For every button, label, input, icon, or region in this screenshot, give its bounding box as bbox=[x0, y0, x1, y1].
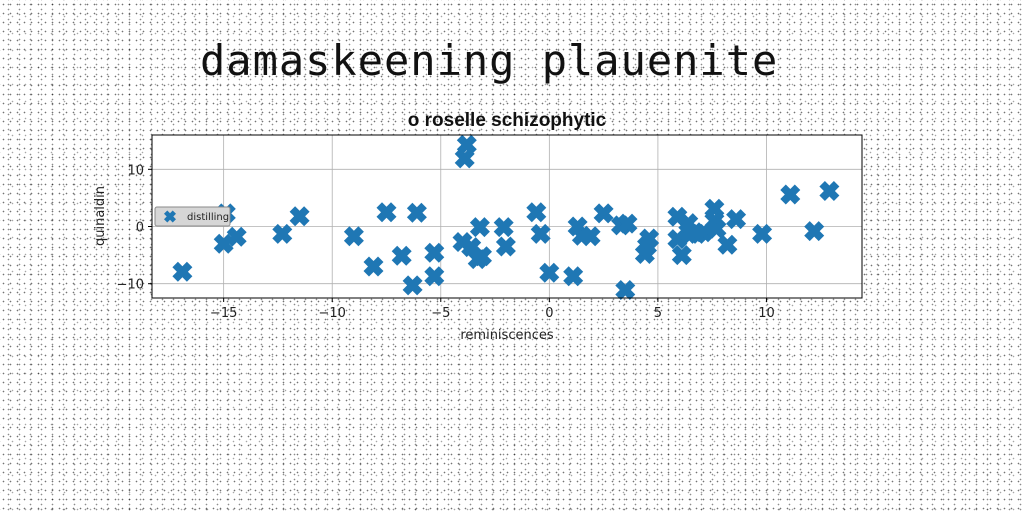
data-point bbox=[819, 181, 840, 201]
data-point bbox=[717, 234, 738, 255]
data-point bbox=[213, 233, 234, 254]
y-tick-label: −10 bbox=[117, 278, 144, 293]
data-point bbox=[617, 213, 638, 234]
x-tick-label: −15 bbox=[210, 306, 237, 321]
plot-frame bbox=[151, 134, 863, 299]
chart-title: o roselle schizophytic bbox=[408, 110, 607, 131]
grid bbox=[152, 135, 862, 298]
data-point bbox=[456, 134, 477, 155]
legend-label: distilling bbox=[187, 212, 229, 223]
data-point bbox=[726, 209, 747, 230]
data-point bbox=[391, 245, 412, 266]
data-point bbox=[580, 226, 601, 247]
data-point bbox=[272, 223, 293, 244]
data-point bbox=[639, 228, 660, 249]
data-point bbox=[424, 242, 445, 263]
data-point bbox=[615, 280, 636, 300]
data-point bbox=[539, 262, 560, 283]
data-point bbox=[472, 246, 492, 267]
data-point bbox=[563, 266, 584, 287]
data-point bbox=[526, 202, 547, 223]
data-point bbox=[376, 202, 397, 223]
x-tick-label: 0 bbox=[545, 306, 553, 321]
data-point bbox=[671, 245, 692, 266]
data-point bbox=[780, 184, 801, 205]
data-point bbox=[704, 198, 725, 219]
data-point bbox=[804, 221, 825, 242]
x-axis-label: reminiscences bbox=[460, 328, 553, 343]
data-point bbox=[530, 223, 551, 244]
x-tick-label: 10 bbox=[758, 306, 775, 321]
data-point bbox=[454, 148, 475, 169]
x-tick-label: −10 bbox=[318, 306, 345, 321]
data-point bbox=[706, 218, 727, 239]
data-point bbox=[289, 206, 310, 227]
data-point bbox=[172, 261, 193, 282]
data-point bbox=[593, 203, 614, 224]
data-point bbox=[493, 217, 514, 238]
legend-marker-icon bbox=[164, 210, 176, 223]
x-axis-ticks: −15 −10 −5 0 5 10 bbox=[210, 298, 775, 321]
data-point bbox=[226, 226, 247, 247]
data-point bbox=[363, 256, 384, 277]
data-point bbox=[343, 226, 364, 247]
data-point bbox=[752, 223, 773, 244]
y-tick-label: 0 bbox=[136, 221, 144, 236]
x-tick-label: −5 bbox=[431, 306, 450, 321]
y-axis-ticks: −10 0 10 bbox=[117, 163, 152, 293]
legend: distilling bbox=[154, 206, 231, 227]
y-axis-label: quinaldin bbox=[93, 186, 108, 246]
y-tick-label: 10 bbox=[127, 163, 144, 178]
data-point bbox=[667, 229, 688, 250]
data-point bbox=[424, 266, 445, 287]
data-point bbox=[402, 275, 423, 296]
data-point bbox=[406, 202, 427, 223]
x-tick-label: 5 bbox=[654, 306, 662, 321]
data-point bbox=[469, 217, 490, 238]
legend-marker bbox=[164, 210, 176, 223]
data-point bbox=[495, 236, 516, 257]
plot-background bbox=[152, 135, 862, 298]
page-title: damaskeening plauenite bbox=[200, 36, 779, 85]
